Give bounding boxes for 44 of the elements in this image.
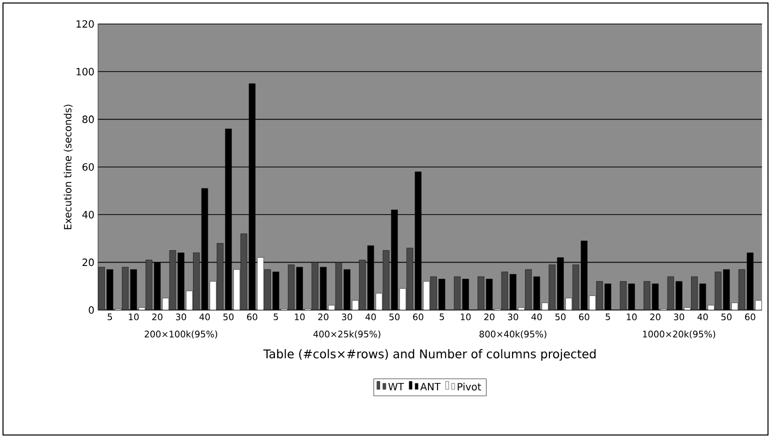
x-tick-label: 30 [342, 314, 352, 320]
x-tick-label: 5 [274, 314, 278, 320]
x-tick-label: 60 [413, 314, 424, 320]
y-tick-label: 80 [82, 116, 94, 124]
x-tick-label: 10 [128, 314, 139, 320]
x-tick-label: 30 [508, 314, 518, 320]
x-tick-label: 20 [484, 314, 494, 320]
x-tick-label: 10 [460, 314, 471, 320]
x-tick-label: 50 [555, 314, 566, 320]
y-tick-label: 20 [82, 258, 94, 266]
text: 800×40k(95%) [480, 330, 546, 339]
text: 400×25k(95%) [313, 330, 380, 339]
y-tick-label: 100 [76, 68, 94, 76]
x-tick-label: 5 [606, 314, 610, 320]
x-tick-label: 5 [108, 314, 112, 320]
x-tick-label: 40 [199, 314, 210, 320]
y-tick-label: 120 [76, 20, 94, 28]
x-tick-label: 60 [579, 314, 590, 320]
x-tick-label: 60 [247, 314, 258, 320]
x-tick-label: 40 [531, 314, 542, 320]
x-tick-label: 5 [440, 314, 444, 320]
x-tick-label: 10 [294, 314, 305, 320]
text: 200×100k(95%) [144, 330, 218, 339]
x-tick-label: 40 [365, 314, 376, 320]
x-tick-label: 50 [721, 314, 732, 320]
x-tick-label: 30 [176, 314, 186, 320]
x-tick-label: 50 [389, 314, 400, 320]
y-tick-label: 0 [88, 306, 94, 314]
x-tick-label: 60 [745, 314, 756, 320]
x-tick-label: 20 [650, 314, 660, 320]
legend-label: WT [388, 382, 404, 390]
legend-label: ANT [420, 382, 441, 390]
legend-label: Pivot [458, 382, 482, 391]
x-tick-label: 20 [318, 314, 328, 320]
x-tick-label: 40 [697, 314, 708, 320]
text: 1000×20k(95%) [643, 330, 716, 339]
y-axis-title: Execution time (seconds) [64, 104, 73, 230]
x-axis-title: Table (#cols×#rows) and Number of columns projected [263, 349, 596, 361]
x-tick-label: 10 [626, 314, 637, 320]
x-tick-label: 50 [223, 314, 234, 320]
x-tick-label: 30 [674, 314, 684, 320]
y-tick-label: 40 [82, 210, 94, 218]
y-tick-label: 60 [82, 163, 94, 171]
x-tick-label: 20 [152, 314, 162, 320]
